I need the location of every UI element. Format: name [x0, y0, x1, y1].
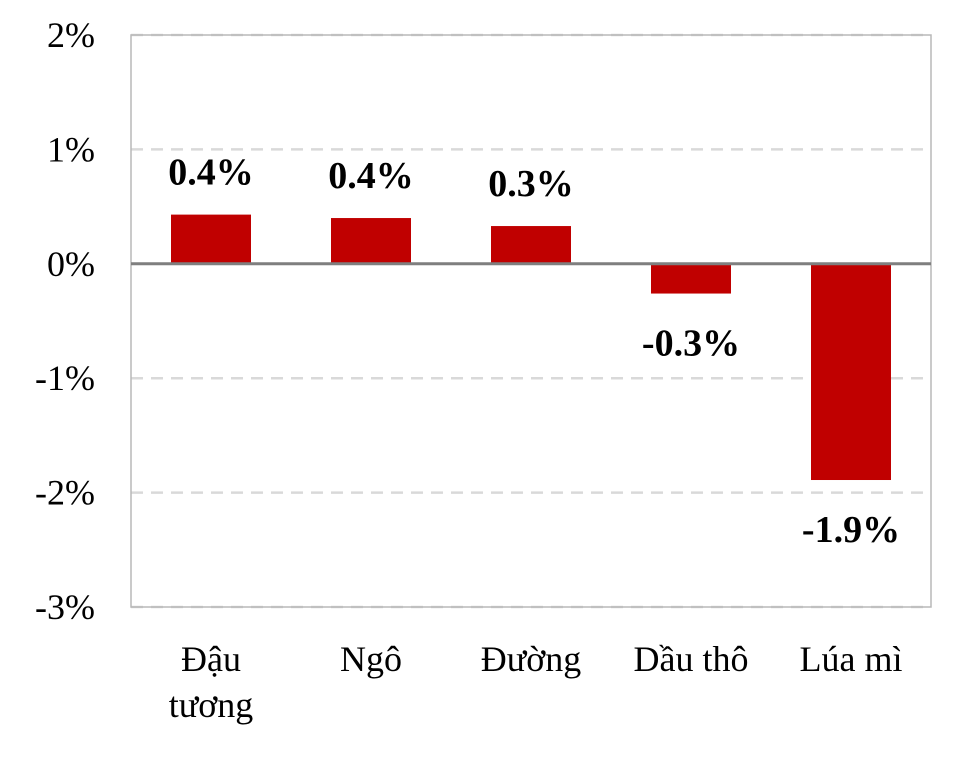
y-tick-label: 2% [47, 15, 95, 55]
y-tick-label: -1% [35, 358, 95, 398]
data-label: -1.9% [802, 509, 900, 551]
y-tick-label: -3% [35, 587, 95, 627]
x-category-label: Dầu thô [634, 639, 749, 679]
x-category-label: tương [169, 685, 254, 725]
x-category-label: Lúa mì [800, 639, 903, 679]
bar [811, 263, 891, 481]
y-tick-label: 0% [47, 244, 95, 284]
bar [171, 214, 251, 264]
bar [331, 218, 411, 264]
x-category-label: Đường [481, 639, 582, 679]
bar [491, 226, 571, 264]
y-tick-label: -2% [35, 473, 95, 513]
y-axis-ticks: 2% 1% 0% -1% -2% -3% [35, 15, 95, 627]
plot-area-frame [130, 34, 932, 608]
y-tick-label: 1% [47, 129, 95, 169]
data-labels: 0.4% 0.4% 0.3% -0.3% -1.9% [168, 152, 900, 551]
x-category-label: Đậu [181, 639, 241, 679]
data-label: -0.3% [642, 323, 740, 365]
x-category-label: Ngô [340, 639, 402, 679]
data-label: 0.4% [328, 155, 414, 197]
bar [651, 263, 731, 294]
data-label: 0.3% [488, 163, 574, 205]
x-axis-categories: Đậu tương Ngô Đường Dầu thô Lúa mì [169, 639, 903, 725]
data-label: 0.4% [168, 152, 254, 194]
bars [171, 214, 891, 481]
